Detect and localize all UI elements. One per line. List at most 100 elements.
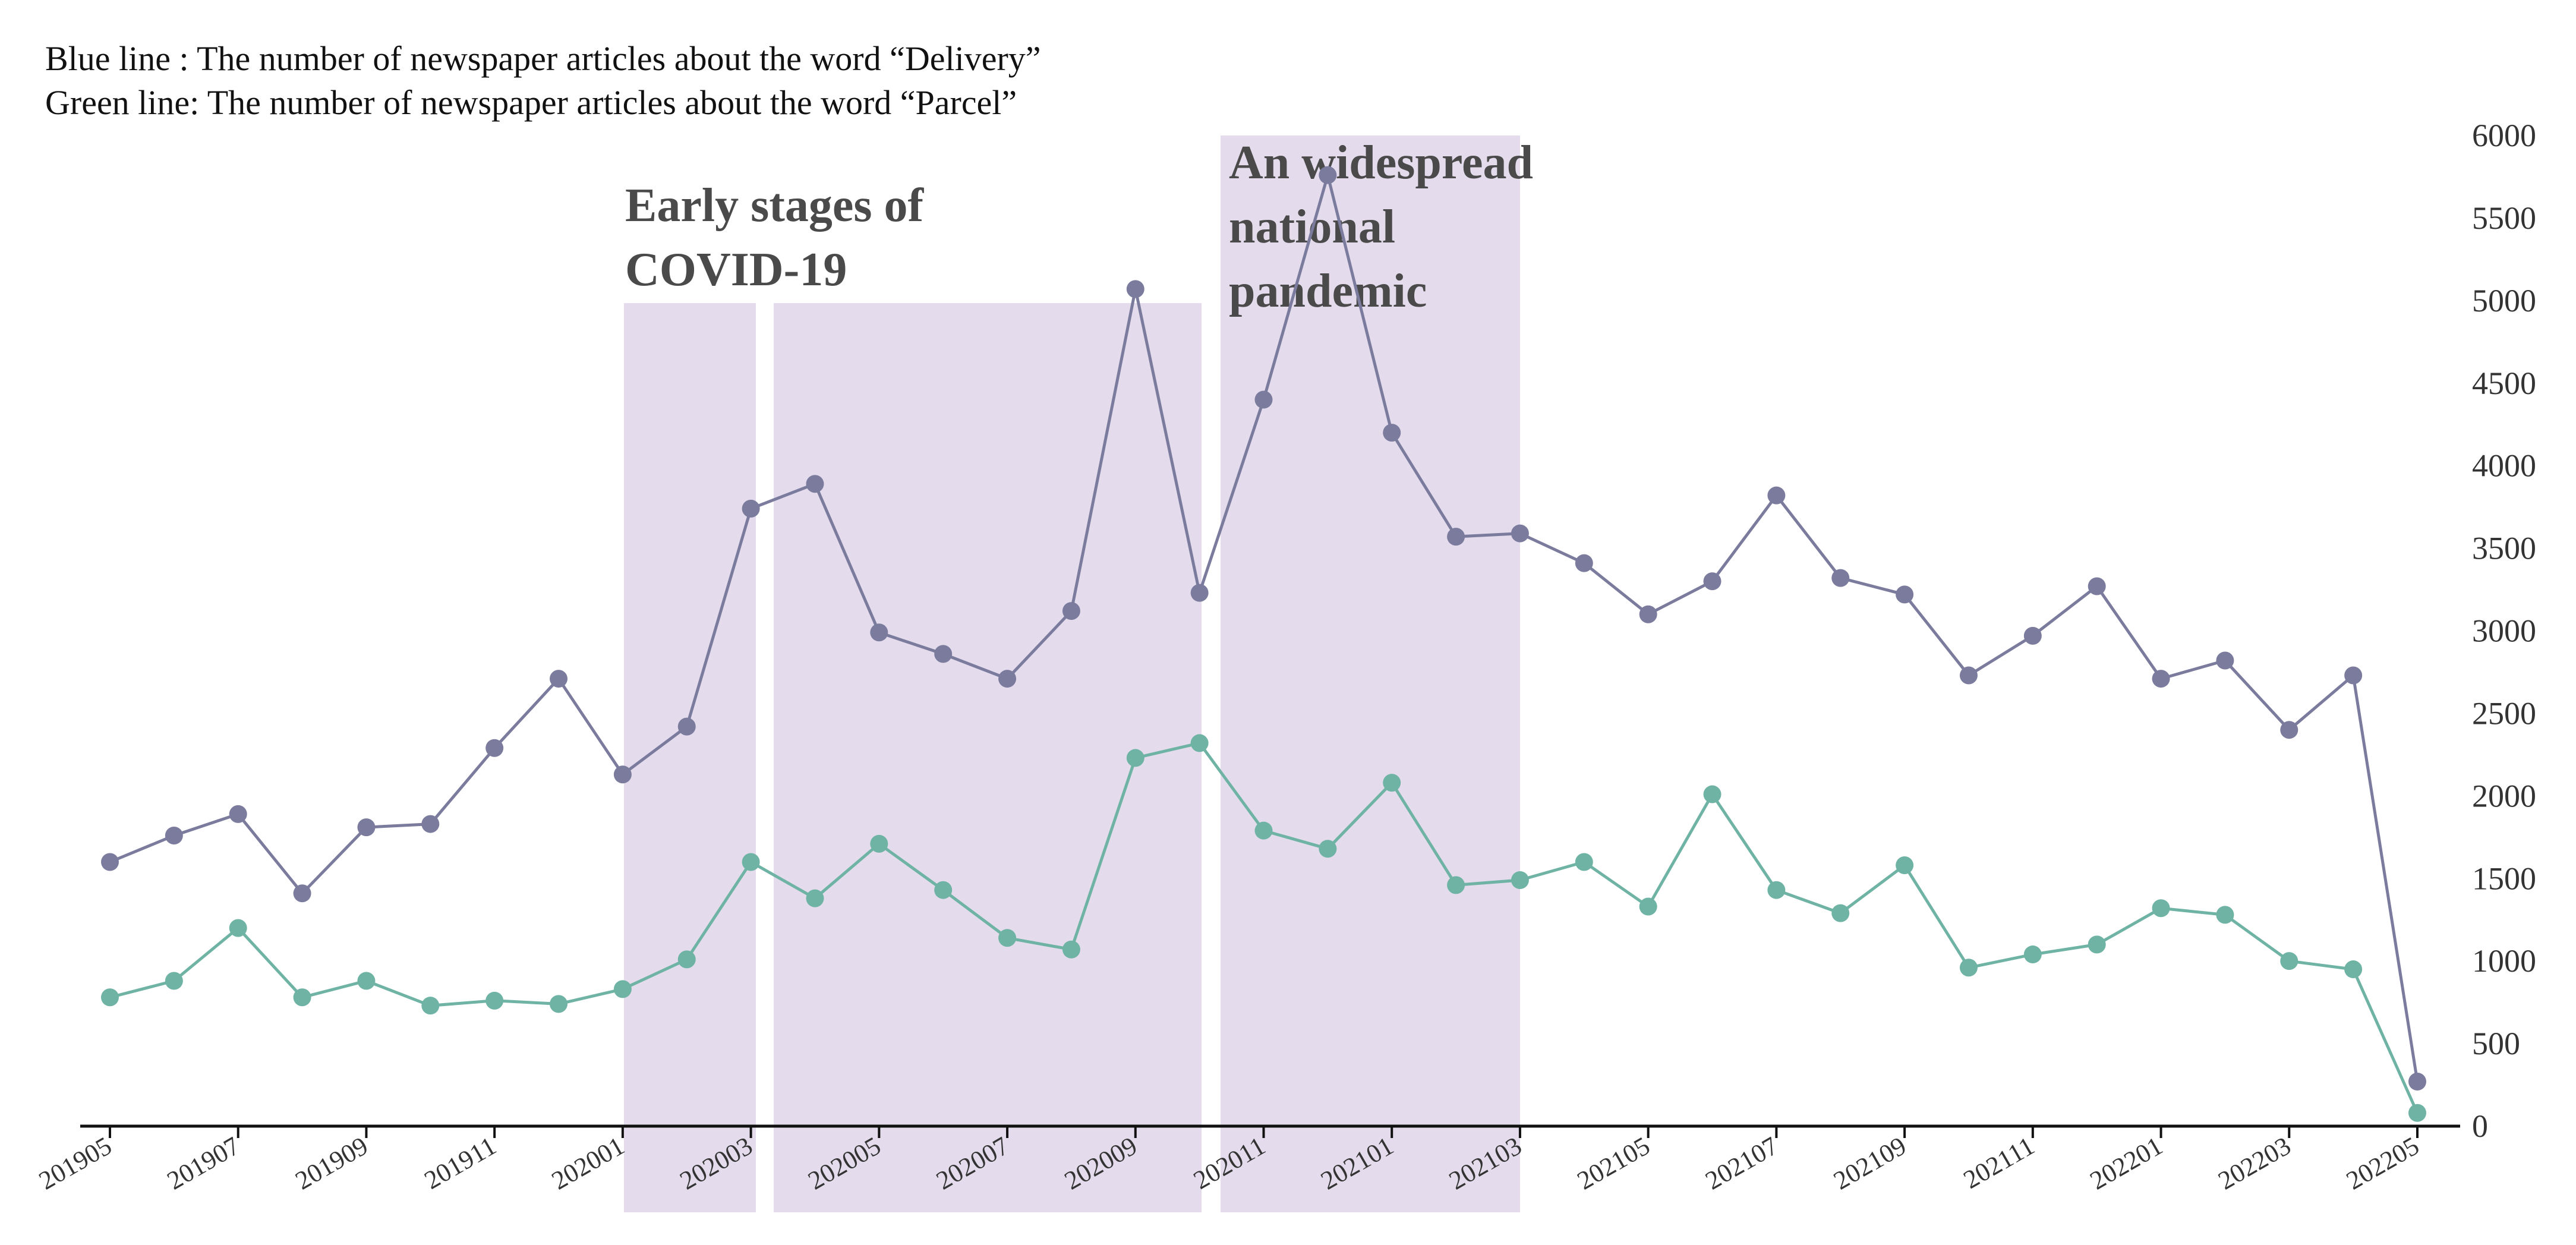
annotation-wide-line-3: pandemic [1229,265,1427,317]
x-tick-label: 201909 [291,1131,373,1195]
data-point-parcel [1126,749,1144,767]
data-point-parcel [1896,856,1914,875]
data-point-delivery [2088,577,2106,595]
data-point-delivery [2344,666,2363,685]
data-point-parcel [1575,853,1593,871]
series-points [101,166,2426,1122]
data-point-delivery [1062,602,1080,620]
x-tick-label: 202205 [2341,1131,2424,1195]
annotation-early-line-1: Early stages of [625,179,925,232]
data-point-parcel [1511,871,1529,890]
y-tick-label: 3000 [2472,613,2536,649]
y-tick-label: 5000 [2472,283,2536,319]
data-point-parcel [1959,959,1978,977]
data-point-delivery [934,645,953,663]
data-point-delivery [2152,670,2170,688]
x-tick-label: 201911 [420,1131,501,1195]
data-point-delivery [1896,585,1914,604]
data-point-delivery [1511,524,1529,543]
data-point-parcel [550,995,568,1013]
shaded-periods [624,135,1520,1212]
data-point-parcel [357,972,376,990]
data-point-delivery [485,739,504,757]
x-tick-label: 201905 [34,1131,116,1195]
data-point-parcel [101,988,119,1007]
data-point-delivery [293,884,311,903]
annotation-widespread-pandemic: An widespread national pandemic [1229,137,1533,317]
data-point-delivery [1190,584,1209,602]
data-point-delivery [1575,554,1593,572]
data-point-delivery [1319,166,1337,184]
data-point-delivery [1447,528,1465,546]
shade-widespread-pandemic [1221,135,1520,1212]
x-tick-label: 202107 [1701,1131,1783,1195]
y-axis-ticks: 0 500 1000 1500 2000 2500 3000 3500 4000 4500 5000… [2472,118,2536,1144]
data-point-parcel [229,919,247,937]
data-point-delivery [998,670,1017,688]
data-point-parcel [742,853,760,871]
y-tick-label: 0 [2472,1108,2488,1144]
data-point-parcel [1767,881,1786,899]
x-tick-label: 202111 [1959,1131,2039,1194]
data-point-parcel [2088,935,2106,954]
data-point-parcel [2344,960,2363,979]
data-point-parcel [2280,952,2298,970]
data-point-delivery [1959,666,1978,685]
y-tick-label: 4000 [2472,448,2536,484]
data-point-parcel [806,889,824,907]
x-tick-label: 202201 [2085,1131,2168,1195]
data-point-parcel [1254,821,1273,840]
data-point-parcel [165,972,183,990]
data-point-parcel [485,991,504,1010]
y-tick-label: 5500 [2472,200,2536,236]
data-point-parcel [677,950,696,969]
data-point-parcel [2408,1104,2426,1122]
data-point-delivery [1639,605,1657,623]
data-point-delivery [1703,572,1721,591]
y-tick-label: 2000 [2472,778,2536,814]
data-point-delivery [1831,569,1850,587]
data-point-delivery [2408,1072,2426,1090]
data-point-delivery [806,475,824,493]
data-point-parcel [934,881,953,899]
data-point-delivery [742,499,760,518]
data-point-delivery [1767,486,1786,505]
data-point-parcel [1447,876,1465,894]
data-point-delivery [229,805,247,823]
data-point-parcel [421,997,440,1015]
x-tick-label: 202203 [2213,1131,2296,1195]
y-tick-label: 6000 [2472,118,2536,153]
data-point-parcel [870,834,888,853]
annotation-early-stages: Early stages of COVID-19 [625,179,925,296]
data-point-delivery [357,818,376,837]
y-tick-label: 2500 [2472,695,2536,731]
data-point-parcel [998,929,1017,947]
annotation-wide-line-1: An widespread [1229,137,1533,189]
y-tick-label: 500 [2472,1026,2520,1061]
data-point-delivery [1126,280,1144,298]
x-tick-label: 201907 [162,1131,245,1195]
data-point-delivery [101,853,119,871]
legend-delivery-text: Blue line : The number of newspaper arti… [45,39,1041,78]
data-point-parcel [1703,785,1721,803]
data-point-parcel [2216,906,2234,924]
data-point-parcel [293,988,311,1007]
data-point-delivery [2023,626,2042,645]
y-tick-label: 4500 [2472,365,2536,401]
y-tick-label: 1500 [2472,861,2536,896]
y-tick-label: 1000 [2472,943,2536,979]
data-point-delivery [550,670,568,688]
data-point-parcel [2023,945,2042,964]
x-tick-label: 202001 [547,1131,629,1195]
data-point-parcel [1831,904,1850,922]
y-tick-label: 3500 [2472,531,2536,566]
data-point-delivery [2280,721,2298,739]
data-point-parcel [613,980,632,998]
annotation-early-line-2: COVID-19 [625,244,847,296]
data-point-parcel [1639,897,1657,916]
data-point-delivery [165,827,183,845]
data-point-parcel [1383,774,1401,792]
data-point-delivery [1254,390,1273,409]
data-point-delivery [677,717,696,736]
